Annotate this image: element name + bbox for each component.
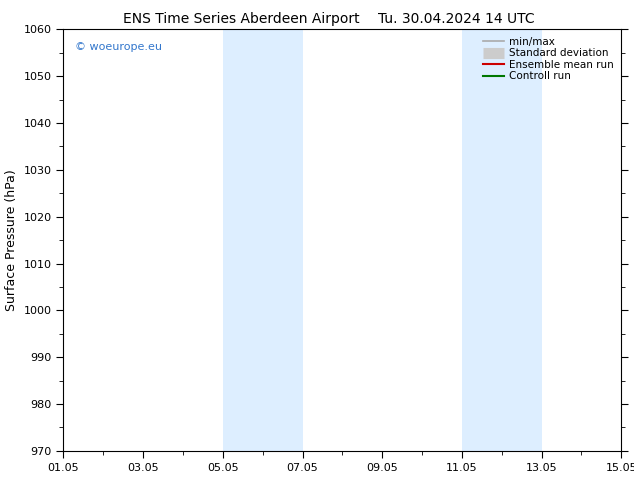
Legend: min/max, Standard deviation, Ensemble mean run, Controll run: min/max, Standard deviation, Ensemble me… [481,35,616,83]
Text: Tu. 30.04.2024 14 UTC: Tu. 30.04.2024 14 UTC [378,12,535,26]
Bar [462,29,541,451]
Text: ENS Time Series Aberdeen Airport: ENS Time Series Aberdeen Airport [122,12,359,26]
Text: © woeurope.eu: © woeurope.eu [75,42,162,52]
Y-axis label: Surface Pressure (hPa): Surface Pressure (hPa) [5,169,18,311]
Bar [223,29,302,451]
